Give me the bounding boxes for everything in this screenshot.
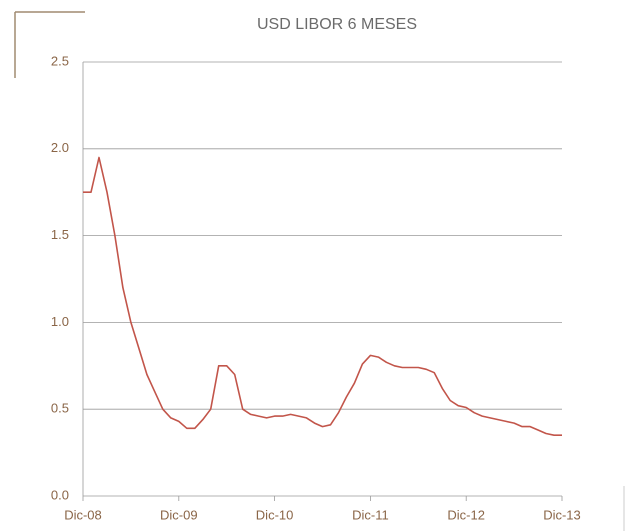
data-line (83, 156, 562, 436)
y-tick-label: 0.0 (51, 487, 69, 502)
x-tick-label: Dic-11 (352, 507, 389, 522)
chart-title: USD LIBOR 6 MESES (257, 16, 417, 33)
y-tick-label: 2.0 (51, 140, 69, 155)
y-tick-label: 0.5 (51, 401, 69, 416)
y-tick-label: 1.0 (51, 314, 69, 329)
x-tick-label: Dic-12 (447, 507, 485, 522)
x-tick-label: Dic-13 (543, 507, 581, 522)
x-tick-label: Dic-09 (160, 507, 198, 522)
y-tick-label: 1.5 (51, 227, 69, 242)
y-tick-label: 2.5 (51, 53, 69, 68)
x-tick-label: Dic-08 (64, 507, 102, 522)
x-tick-label: Dic-10 (256, 507, 294, 522)
